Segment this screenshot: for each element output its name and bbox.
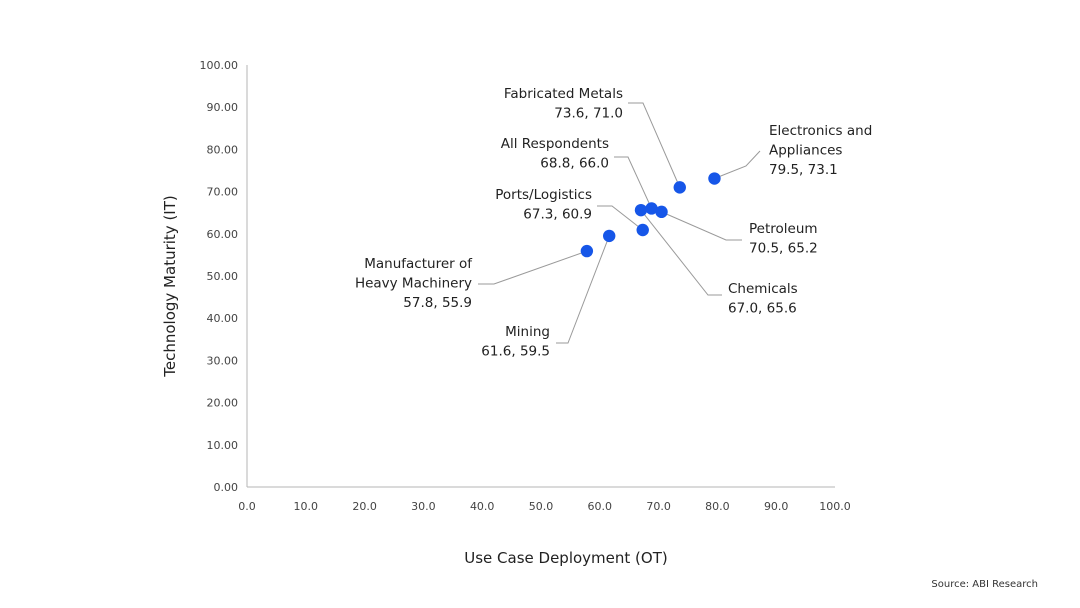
y-axis-title: Technology Maturity (IT) (161, 195, 179, 377)
source-note: Source: ABI Research (931, 579, 1038, 590)
x-tick-label: 60.0 (588, 500, 613, 513)
data-label: 70.5, 65.2 (749, 241, 818, 257)
data-label: 67.0, 65.6 (728, 301, 797, 317)
data-label: Appliances (769, 143, 842, 159)
data-point (708, 172, 721, 185)
data-point (655, 205, 668, 219)
data-label: 73.6, 71.0 (554, 106, 623, 122)
y-tick-label: 90.00 (207, 101, 239, 114)
x-tick-label: 30.0 (411, 500, 436, 513)
data-label: 67.3, 60.9 (523, 207, 592, 223)
data-label: Electronics and (769, 123, 872, 139)
data-label: Manufacturer of (364, 256, 473, 272)
data-point (645, 202, 658, 215)
data-point (636, 223, 649, 237)
x-tick-label: 100.0 (819, 500, 851, 513)
data-label: Ports/Logistics (495, 187, 592, 203)
leader-line (661, 211, 742, 241)
x-tick-label: 10.0 (294, 500, 319, 513)
x-tick-label: 50.0 (529, 500, 554, 513)
data-label: 68.8, 66.0 (540, 156, 609, 172)
leader-line (628, 102, 681, 188)
data-label: 79.5, 73.1 (769, 162, 838, 178)
x-tick-label: 70.0 (646, 500, 671, 513)
data-point (580, 244, 594, 258)
data-label: 61.6, 59.5 (481, 344, 550, 360)
data-point (634, 203, 648, 217)
x-tick-label: 20.0 (352, 500, 377, 513)
leader-line (640, 209, 722, 296)
data-label: Chemicals (728, 281, 798, 297)
leader-line (714, 150, 761, 179)
data-point (603, 229, 616, 243)
y-tick-label: 0.00 (214, 481, 239, 494)
y-tick-label: 60.00 (207, 228, 239, 241)
y-tick-label: 20.00 (207, 397, 239, 410)
x-axis-title: Use Case Deployment (OT) (464, 549, 667, 567)
data-label: Mining (505, 324, 550, 340)
x-tick-label: 0.0 (238, 500, 256, 513)
data-label: Petroleum (749, 221, 818, 237)
y-tick-label: 30.00 (207, 354, 239, 367)
y-tick-label: 10.00 (207, 439, 239, 452)
data-label: Heavy Machinery (355, 276, 472, 292)
leader-line (614, 156, 652, 209)
leader-line (556, 235, 610, 344)
x-tick-label: 80.0 (705, 500, 730, 513)
x-tick-label: 40.0 (470, 500, 495, 513)
y-tick-label: 40.00 (207, 312, 239, 325)
data-point (673, 181, 686, 194)
data-label: 57.8, 55.9 (403, 295, 472, 311)
data-label: All Respondents (501, 136, 609, 152)
leader-line (478, 250, 588, 285)
y-tick-label: 80.00 (207, 143, 239, 156)
leader-line (597, 205, 644, 231)
y-tick-label: 70.00 (207, 186, 239, 199)
y-tick-label: 100.00 (200, 59, 239, 72)
x-tick-label: 90.0 (764, 500, 789, 513)
data-label: Fabricated Metals (504, 86, 623, 102)
y-tick-label: 50.00 (207, 270, 239, 283)
